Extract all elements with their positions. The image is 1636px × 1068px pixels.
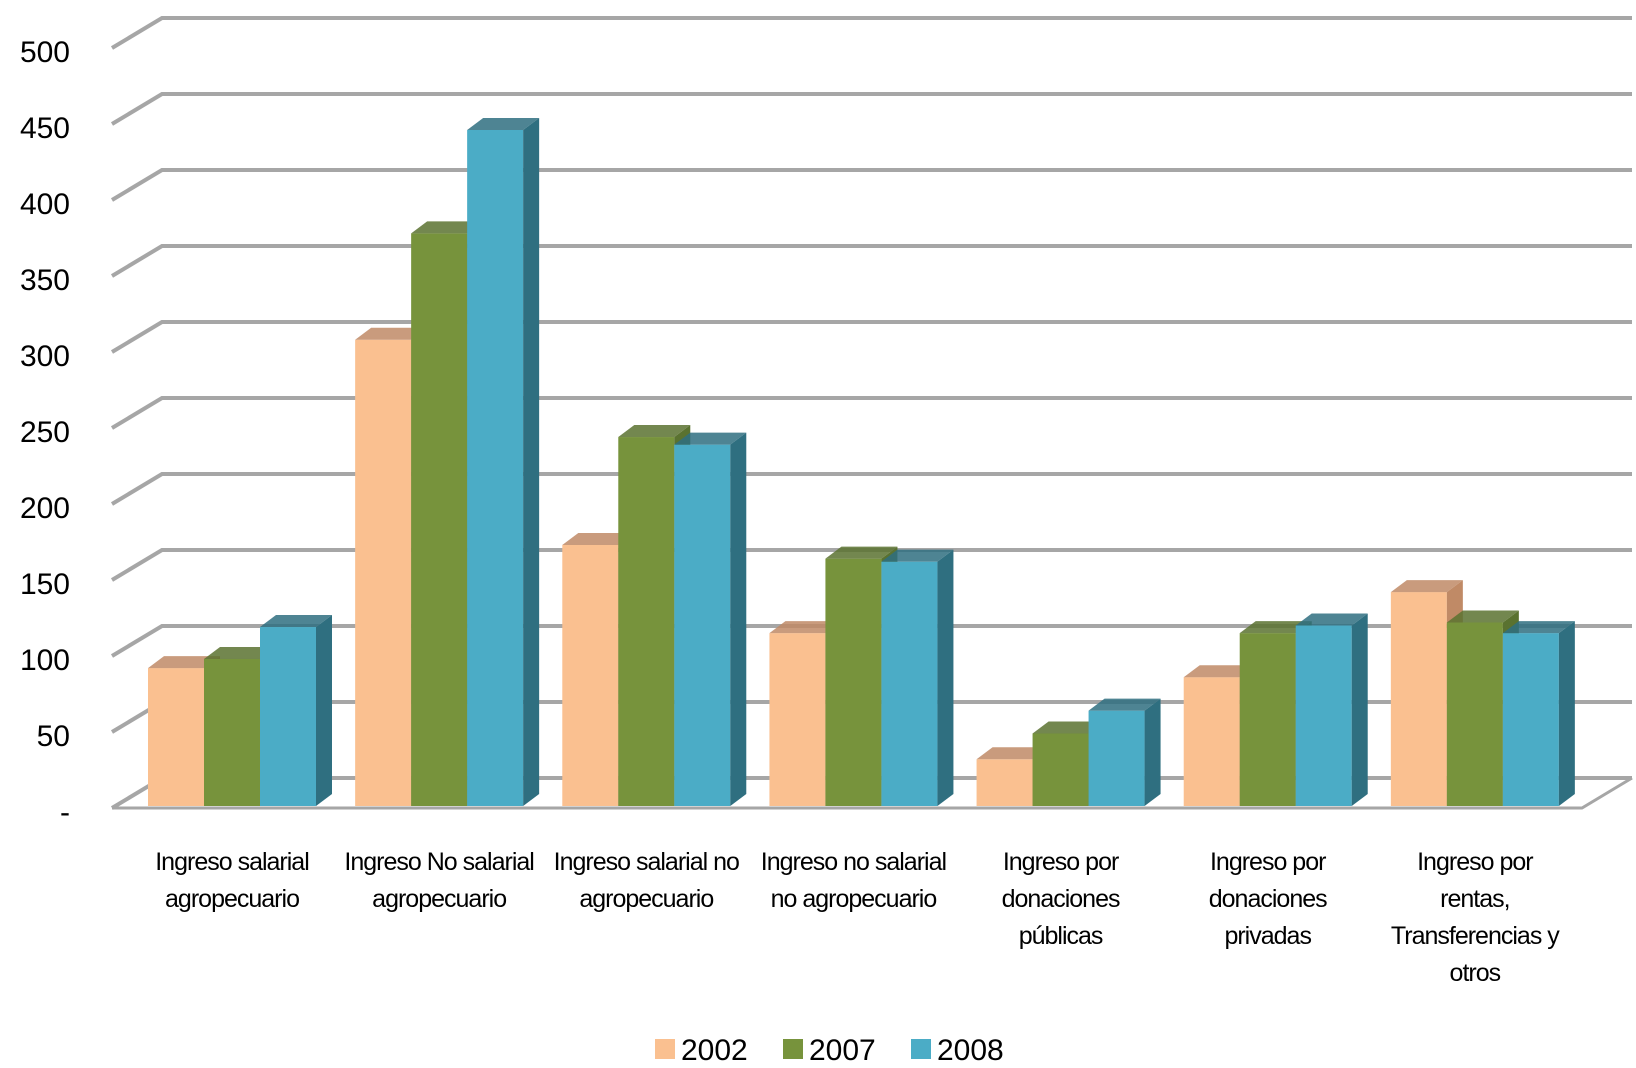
grid-line [110,168,1632,202]
y-tick-label: 100 [20,644,70,677]
bar-front [1088,710,1145,806]
x-tick-label: Ingreso No salarial agropecuario [344,848,534,913]
bar-front [1295,625,1352,806]
bar-top [411,221,484,234]
y-tick-label: 500 [20,36,70,69]
grid-line [110,396,1632,430]
bar-top [467,118,540,130]
bar-top [1502,621,1575,634]
x-tick-label: Ingreso por rentas, Transferencias y otr… [1390,848,1560,987]
bar-top [260,615,332,628]
bar-side [1144,698,1161,806]
bar-side [316,615,332,806]
bar-side [1558,621,1575,806]
floor [112,776,1633,810]
bar-front [618,437,675,806]
bar-front [411,233,468,807]
grid-line [110,320,1632,354]
grid-line [110,92,1632,126]
bar-top [881,549,954,562]
bar-front [204,658,260,806]
bar-top [204,646,276,659]
bar-front [562,544,619,806]
legend-swatch [783,1039,803,1059]
bar [1295,613,1368,806]
bar-front [769,633,826,806]
bar-top [769,621,842,634]
grid-line [110,548,1632,582]
bar [674,432,747,806]
bar-side [730,432,747,806]
bar-top [1239,621,1312,634]
x-tick-label: Ingreso no salarial no agropecuario [760,848,947,913]
y-tick-label: 400 [20,188,70,221]
bar-top [1088,698,1161,711]
x-tick-label: Ingreso salarial no agropecuario [553,848,740,913]
legend-swatch [655,1039,675,1059]
y-tick-label: 200 [20,492,70,525]
bar-front [148,668,204,806]
bar [1502,621,1575,806]
bar [467,118,540,806]
bar-front [1502,633,1559,806]
bar-top [976,747,1049,760]
legend-label: 2002 [681,1034,748,1067]
bar-front [881,561,938,806]
y-tick-label: 150 [20,568,70,601]
bar-front [1239,633,1296,806]
grid-line [110,16,1632,50]
x-tick-label: Ingreso salarial agropecuario [155,848,310,913]
legend-label: 2008 [937,1034,1004,1067]
grid-line [110,624,1632,658]
bar-front [1032,733,1089,806]
bar-front [260,627,316,806]
bar-top [825,546,898,559]
bar-top [355,327,428,340]
bar-front [1446,622,1503,806]
bar [1088,698,1161,806]
bar-top [1295,613,1368,626]
bar-front [674,444,731,806]
bar-front [355,339,412,806]
x-tick-label: Ingreso por donaciones privadas [1208,848,1328,950]
bar-front [1390,592,1447,806]
y-tick-label: 50 [37,720,70,753]
bar-top [674,432,747,445]
y-tick-label: 250 [20,416,70,449]
bar-top [148,656,220,669]
bar-front [1183,677,1240,806]
bar-top [1032,721,1105,734]
legend-label: 2007 [809,1034,876,1067]
bar-side [1351,613,1368,806]
bar-front [976,759,1033,806]
grid-line [110,244,1632,278]
x-tick-label: Ingreso por donaciones públicas [1001,848,1121,950]
bar-top [1390,580,1463,593]
bar-side [523,118,540,806]
bar-top [618,425,691,438]
bar-front [825,558,882,806]
y-tick-label: 350 [20,264,70,297]
bar [260,615,332,806]
grid-line [110,472,1632,506]
y-tick-label: 450 [20,112,70,145]
y-tick-label: - [60,796,70,829]
bar-top [562,532,635,545]
bar [881,549,954,806]
legend-swatch [911,1039,931,1059]
bar-top [1446,610,1519,623]
y-tick-label: 300 [20,340,70,373]
bar-side [937,549,954,806]
bar-top [1183,665,1256,678]
bar-front [467,130,524,806]
